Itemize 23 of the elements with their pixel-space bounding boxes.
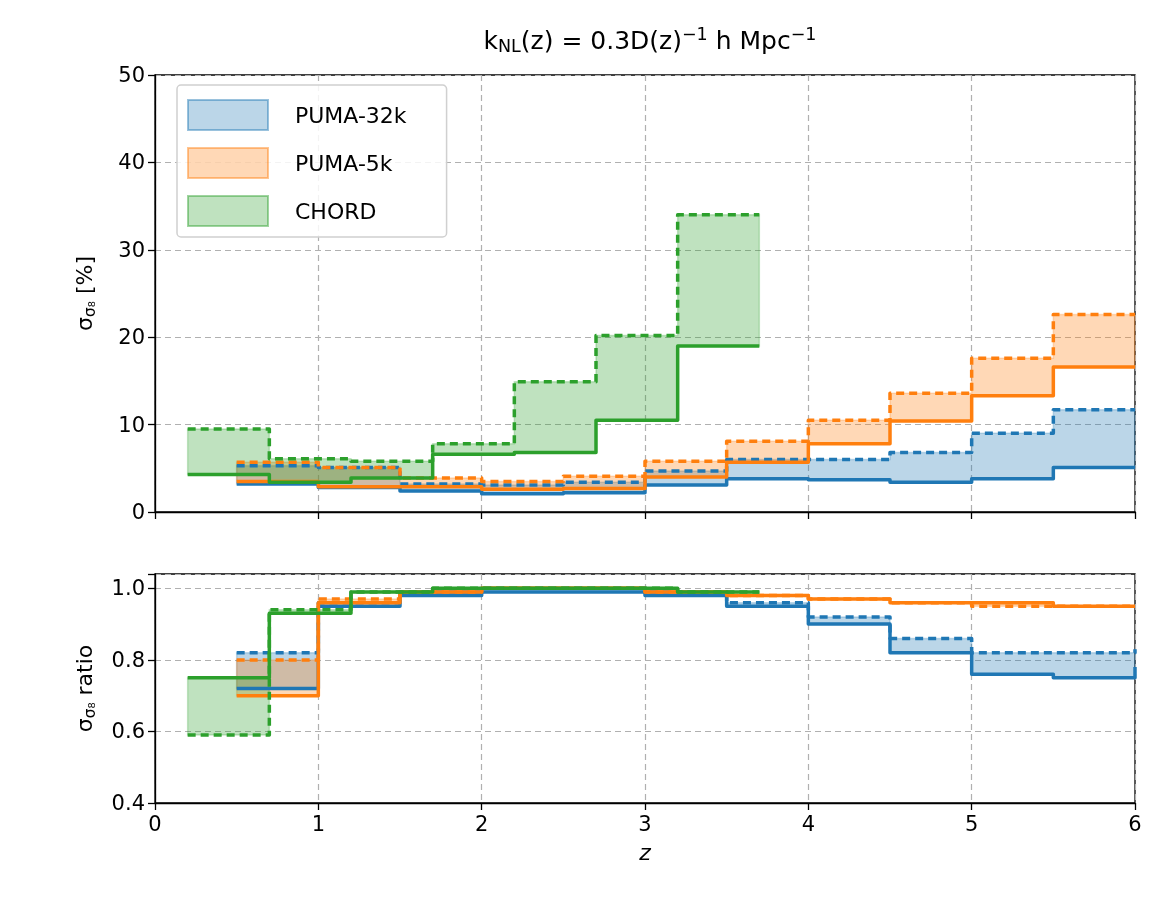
y-tick-label: 20 bbox=[118, 325, 145, 350]
y-tick-label: 30 bbox=[118, 237, 145, 262]
x-tick-label: 0 bbox=[148, 811, 162, 836]
x-tick-label: 6 bbox=[1128, 811, 1142, 836]
y-axis-title: σσ₈ ratio bbox=[72, 644, 99, 733]
y-tick-label: 50 bbox=[118, 63, 145, 87]
y-tick-label: 10 bbox=[118, 412, 145, 437]
x-tick-label: 5 bbox=[964, 811, 979, 836]
legend-label: PUMA-32k bbox=[295, 102, 407, 128]
y-tick-label: 0.8 bbox=[111, 647, 145, 672]
y-axis-title: σσ₈ [%] bbox=[72, 256, 99, 331]
y-tick-label: 0.4 bbox=[111, 791, 145, 815]
x-tick-label: 4 bbox=[801, 811, 816, 836]
y-tick-label: 1.0 bbox=[111, 576, 145, 601]
legend-label: PUMA-5k bbox=[295, 150, 393, 176]
legend-label: CHORD bbox=[295, 198, 377, 224]
x-axis-title: z bbox=[638, 839, 652, 865]
x-tick-label: 3 bbox=[638, 811, 652, 836]
y-tick-label: 0.6 bbox=[111, 719, 145, 744]
y-tick-label: 0 bbox=[131, 500, 145, 524]
y-tick-label: 40 bbox=[118, 150, 145, 175]
x-tick-label: 2 bbox=[474, 811, 489, 836]
x-tick-label: 1 bbox=[311, 811, 326, 836]
